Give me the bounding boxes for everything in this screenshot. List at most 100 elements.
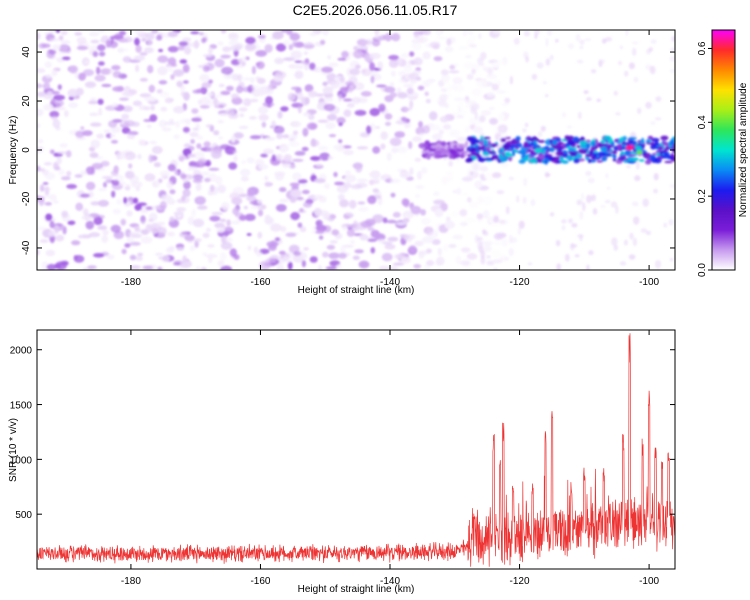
- heatmap-cell: [220, 241, 233, 250]
- figure-title: C2E5.2026.056.11.05.R17: [292, 2, 458, 18]
- heatmap-cell: [453, 63, 460, 67]
- heatmap-cell: [58, 35, 64, 41]
- heatmap-x-label: Height of straight line (km): [298, 285, 415, 296]
- heatmap-signal-cell: [477, 146, 485, 151]
- heatmap-cell: [432, 133, 443, 141]
- heatmap-cell: [279, 198, 289, 203]
- heatmap-cell: [211, 150, 222, 159]
- heatmap-cell: [288, 44, 293, 51]
- heatmap-cell: [433, 191, 440, 197]
- heatmap-cell: [295, 92, 304, 101]
- heatmap-cell: [482, 209, 490, 219]
- heatmap-cell: [59, 44, 69, 53]
- heatmap-cell: [187, 166, 197, 171]
- heatmap-cell: [487, 67, 493, 76]
- heatmap-cell: [292, 158, 304, 162]
- heatmap-y-tick-label: -40: [21, 240, 32, 255]
- heatmap-cell: [391, 33, 401, 42]
- heatmap-cell: [483, 244, 493, 253]
- heatmap-cell: [466, 73, 474, 80]
- heatmap-cell: [178, 41, 189, 47]
- heatmap-cell: [278, 250, 286, 255]
- heatmap-cell: [118, 30, 126, 36]
- heatmap-cell: [466, 253, 478, 260]
- heatmap-cell: [420, 166, 428, 175]
- heatmap-cell: [391, 147, 399, 154]
- heatmap-cell: [220, 265, 232, 270]
- heatmap-cell: [158, 119, 167, 128]
- heatmap-signal-cell: [503, 143, 511, 149]
- heatmap-cell: [584, 38, 592, 42]
- heatmap-cell: [403, 107, 412, 111]
- heatmap-cell: [218, 104, 224, 109]
- heatmap-cell: [71, 240, 81, 246]
- heatmap-cell: [508, 248, 514, 257]
- heatmap-cell: [158, 80, 168, 85]
- heatmap-cell: [41, 43, 51, 48]
- heatmap-cell: [406, 87, 414, 95]
- heatmap-cell: [302, 127, 309, 137]
- heatmap-cell: [139, 93, 152, 98]
- heatmap-cell: [258, 114, 269, 121]
- heatmap-cell: [126, 134, 136, 140]
- heatmap-cell: [399, 171, 412, 179]
- heatmap-cell: [42, 82, 51, 91]
- heatmap-cell: [355, 164, 363, 173]
- colorbar-ticks: 0.0 0.2 0.4 0.6: [697, 41, 712, 277]
- heatmap-cell: [225, 107, 235, 116]
- heatmap-cell: [255, 62, 261, 67]
- heatmap-cell: [650, 39, 657, 44]
- heatmap-cell: [158, 48, 164, 53]
- heatmap-cell: [219, 218, 227, 223]
- heatmap-cell: [73, 255, 79, 260]
- heatmap-signal-cell: [555, 156, 560, 160]
- heatmap-cell: [282, 134, 290, 139]
- heatmap-cell: [338, 122, 343, 127]
- heatmap-cell: [585, 171, 592, 176]
- heatmap-cell: [252, 85, 260, 90]
- heatmap-cell: [425, 43, 431, 48]
- heatmap-cell: [304, 84, 314, 92]
- heatmap-signal-cell: [569, 151, 578, 155]
- heatmap-cell: [281, 256, 293, 264]
- heatmap-cell: [486, 74, 498, 79]
- heatmap-cell: [48, 49, 57, 55]
- heatmap-cell: [388, 59, 399, 68]
- heatmap-cell: [124, 243, 131, 248]
- heatmap-cell: [354, 109, 367, 116]
- heatmap-cell: [492, 79, 500, 83]
- heatmap-cell: [257, 34, 266, 39]
- heatmap-cell: [418, 133, 426, 136]
- heatmap-signal-cell: [649, 155, 656, 161]
- heatmap-cell: [579, 45, 584, 50]
- heatmap-cell: [632, 237, 638, 247]
- heatmap-cell: [44, 61, 53, 68]
- heatmap-cell: [87, 265, 97, 270]
- heatmap-cell: [422, 37, 429, 42]
- heatmap-cell: [129, 254, 137, 261]
- heatmap-signal-cell: [621, 140, 626, 145]
- heatmap-cell: [55, 30, 61, 33]
- heatmap-cell: [283, 39, 290, 47]
- heatmap-cell: [633, 216, 640, 225]
- heatmap-signal-cell: [533, 140, 537, 144]
- heatmap-cell: [653, 173, 659, 181]
- heatmap-cell: [264, 137, 276, 141]
- heatmap-cell: [299, 226, 307, 233]
- heatmap-cell: [400, 256, 412, 264]
- heatmap-cell: [459, 209, 468, 217]
- heatmap-cell: [348, 84, 354, 93]
- heatmap-cell: [586, 194, 592, 204]
- heatmap-cell: [303, 112, 311, 117]
- heatmap-cell: [205, 159, 212, 167]
- heatmap-cell: [193, 39, 200, 49]
- heatmap-cell: [76, 45, 89, 51]
- heatmap-cell: [114, 174, 124, 182]
- heatmap-cell: [358, 206, 369, 212]
- heatmap-cell: [343, 87, 349, 94]
- heatmap-cell: [556, 263, 561, 270]
- heatmap-signal-cell: [588, 150, 594, 156]
- heatmap-cell: [346, 102, 355, 108]
- heatmap-cell: [343, 98, 353, 102]
